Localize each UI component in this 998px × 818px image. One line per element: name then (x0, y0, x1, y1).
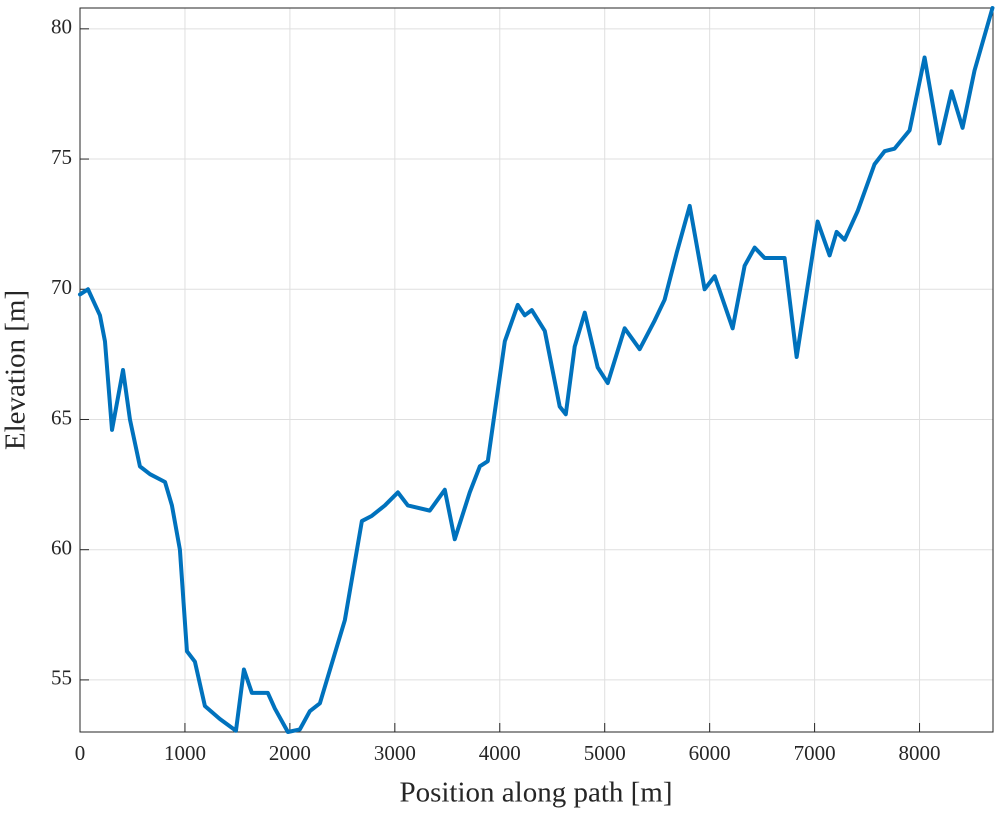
x-tick-label: 8000 (899, 741, 941, 765)
y-tick-label: 75 (51, 145, 72, 169)
y-tick-label: 70 (51, 275, 72, 299)
y-tick-label: 80 (51, 15, 72, 39)
x-tick-label: 1000 (164, 741, 206, 765)
y-tick-label: 55 (51, 666, 72, 690)
axes-box (79, 7, 994, 733)
y-tick-label: 60 (51, 536, 72, 560)
x-tick-label: 3000 (374, 741, 416, 765)
x-tick-label: 2000 (269, 741, 311, 765)
x-tick-label: 6000 (689, 741, 731, 765)
x-tick-label: 4000 (479, 741, 521, 765)
data-line (78, 6, 995, 734)
x-tick-label: 5000 (584, 741, 626, 765)
x-tick-label: 0 (75, 741, 86, 765)
x-axis-label: Position along path [m] (399, 777, 672, 809)
y-tick-label: 65 (51, 405, 72, 429)
y-axis-label: Elevation [m] (0, 290, 32, 450)
x-tick-label: 7000 (794, 741, 836, 765)
